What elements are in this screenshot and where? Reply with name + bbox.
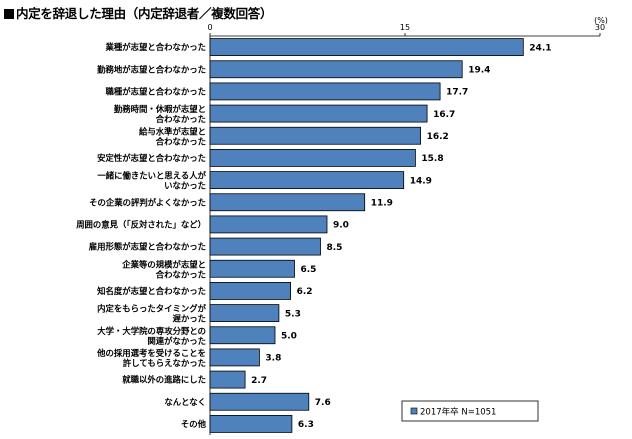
category-label: 給与水準が志望と合わなかった bbox=[139, 126, 206, 146]
bar bbox=[209, 415, 293, 433]
bar bbox=[209, 38, 524, 56]
bar-value-label: 6.2 bbox=[297, 287, 313, 297]
category-label: 企業等の規模が志望と合わなかった bbox=[121, 259, 206, 279]
bar bbox=[209, 149, 416, 167]
category-label-line: 勤務時間・休暇が志望と bbox=[114, 104, 206, 114]
bar-value-label: 11.9 bbox=[371, 198, 393, 208]
category-label-line: いなかった bbox=[164, 181, 206, 191]
category-label: 安定性が志望と合わなかった bbox=[97, 153, 206, 163]
bar bbox=[209, 82, 441, 101]
bar-value-label: 15.8 bbox=[421, 154, 443, 164]
category-label-line: 合わなかった bbox=[155, 114, 206, 124]
category-label-line: 他の採用選考を受けることを bbox=[96, 348, 206, 358]
x-tick-label: 30 bbox=[595, 23, 605, 32]
bar-value-label: 8.5 bbox=[327, 243, 343, 253]
category-label: 勤務地が志望と合わなかった bbox=[97, 64, 206, 74]
bar bbox=[209, 370, 246, 389]
category-label-line: 一緒に働きたいと思える人が bbox=[97, 171, 206, 181]
category-label: その企業の評判がよくなかった bbox=[89, 197, 206, 207]
bar-value-label: 2.7 bbox=[251, 376, 267, 386]
bar bbox=[209, 259, 295, 278]
bar bbox=[209, 193, 366, 212]
bar-value-label: 16.2 bbox=[427, 132, 449, 142]
bar-value-label: 5.0 bbox=[281, 331, 297, 341]
x-tick-label: 0 bbox=[207, 23, 212, 32]
category-label-line: 内定をもらったタイミングが bbox=[97, 304, 206, 314]
category-label: 知名度が志望と合わなかった bbox=[97, 286, 206, 296]
bar bbox=[209, 326, 276, 345]
category-label: 周囲の意見（「反対された」など） bbox=[76, 219, 206, 229]
bar bbox=[209, 126, 422, 145]
category-label-line: 許してもらえなかった bbox=[123, 358, 206, 368]
category-label: その他 bbox=[181, 419, 207, 429]
category-label-line: 企業等の規模が志望と bbox=[121, 259, 206, 269]
legend-box bbox=[401, 400, 539, 422]
legend-swatch bbox=[410, 407, 418, 415]
category-label: 就職以外の進路にした bbox=[122, 375, 206, 385]
chart-title-text: 内定を辞退した理由（内定辞退者／複数回答） bbox=[16, 6, 273, 21]
title-square-icon bbox=[4, 9, 14, 19]
bar bbox=[209, 237, 321, 256]
bar bbox=[209, 60, 463, 79]
category-label: 雇用形態が志望と合わなかった bbox=[89, 242, 206, 252]
category-label: 他の採用選考を受けることを許してもらえなかった bbox=[96, 348, 206, 368]
bar-value-label: 14.9 bbox=[410, 176, 432, 186]
bar-value-label: 19.4 bbox=[468, 65, 490, 75]
category-label: 大学・大学院の専攻分野との関連がなかった bbox=[97, 326, 206, 346]
bar-value-label: 6.3 bbox=[298, 420, 314, 430]
category-label-line: 関連がなかった bbox=[147, 336, 206, 346]
bar bbox=[209, 282, 291, 300]
category-label-line: 遅かった bbox=[173, 314, 207, 324]
bar-value-label: 9.0 bbox=[333, 221, 349, 231]
category-label: なんとなく bbox=[164, 397, 206, 407]
bar bbox=[209, 348, 260, 367]
category-label: 内定をもらったタイミングが遅かった bbox=[97, 304, 206, 324]
chart-title: 内定を辞退した理由（内定辞退者／複数回答） bbox=[4, 3, 273, 22]
bar bbox=[209, 171, 405, 189]
category-label-line: 合わなかった bbox=[155, 136, 206, 146]
bar-value-label: 5.3 bbox=[285, 309, 301, 319]
category-label-line: 給与水準が志望と bbox=[139, 126, 206, 136]
axis-unit-label: (%) bbox=[594, 16, 608, 25]
x-tick-label: 15 bbox=[400, 23, 410, 32]
bar-value-label: 7.6 bbox=[315, 398, 331, 408]
category-label: 職種が志望と合わなかった bbox=[106, 86, 207, 96]
bar bbox=[209, 392, 310, 411]
bar-value-label: 24.1 bbox=[529, 43, 551, 53]
bar-value-label: 16.7 bbox=[433, 110, 455, 120]
bar-value-label: 3.8 bbox=[265, 354, 281, 364]
bar-value-label: 6.5 bbox=[301, 265, 317, 275]
bar bbox=[209, 304, 280, 322]
bar bbox=[209, 104, 428, 123]
category-label-line: 合わなかった bbox=[155, 269, 206, 279]
bar bbox=[209, 215, 328, 234]
legend-label: 2017年卒 N=1051 bbox=[420, 407, 496, 418]
bar-value-label: 17.7 bbox=[446, 88, 468, 98]
category-label: 業種が志望と合わなかった bbox=[105, 42, 207, 52]
category-label-line: 大学・大学院の専攻分野との bbox=[97, 326, 206, 336]
category-label: 一緒に働きたいと思える人がいなかった bbox=[97, 171, 206, 191]
category-label: 勤務時間・休暇が志望と合わなかった bbox=[114, 104, 206, 124]
